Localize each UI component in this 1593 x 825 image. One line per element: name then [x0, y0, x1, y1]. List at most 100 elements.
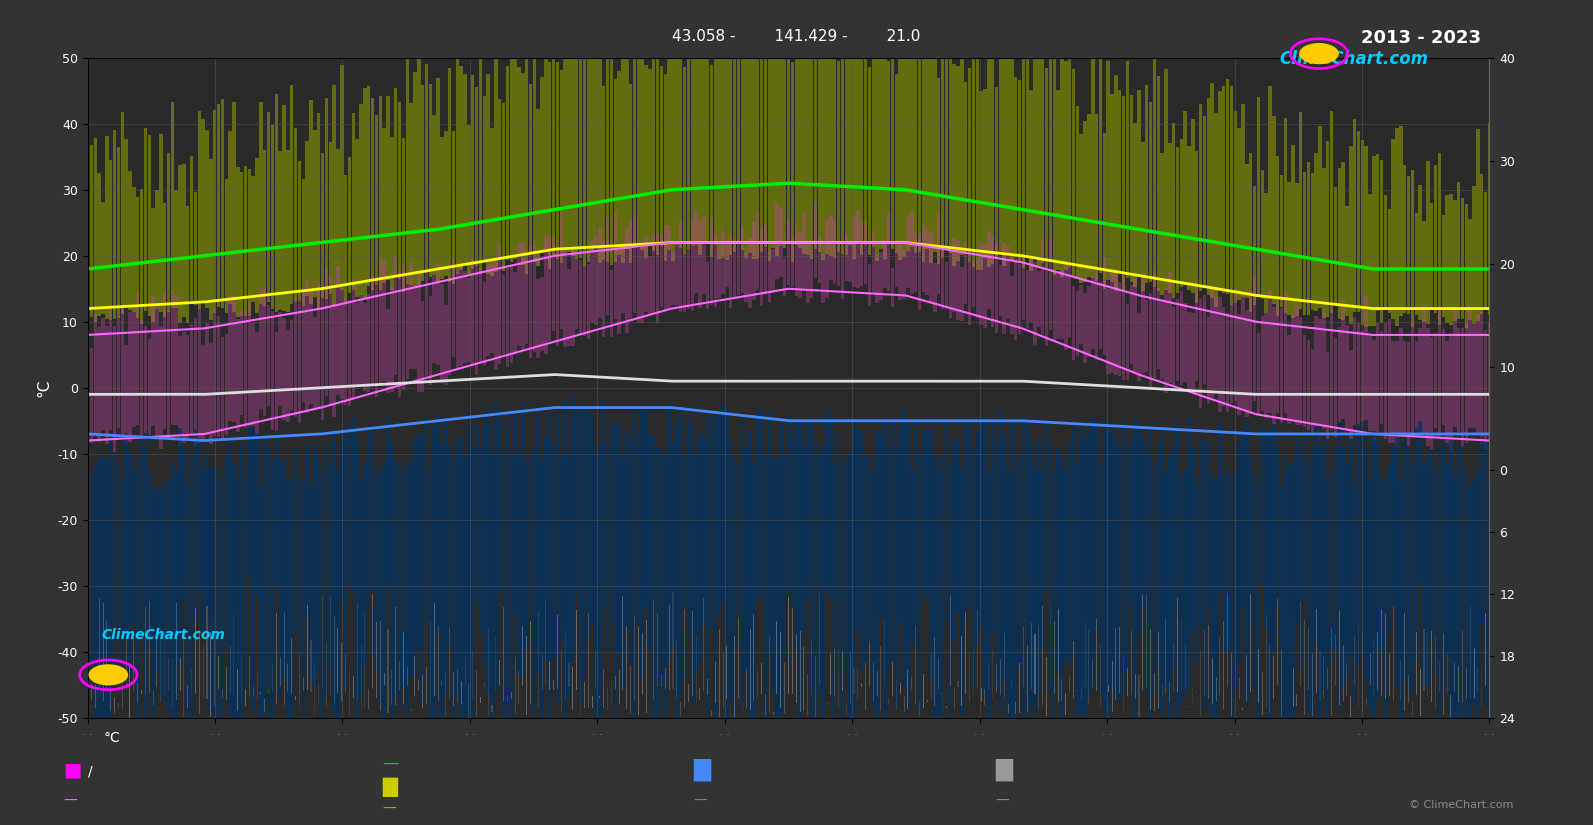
Bar: [1246, 164, 1249, 298]
Bar: [102, 202, 105, 314]
Bar: [413, 72, 417, 289]
Bar: [1211, 287, 1214, 398]
Bar: [236, 319, 239, 432]
Bar: [186, 485, 190, 761]
Bar: [722, 21, 725, 258]
Bar: [572, 249, 575, 346]
Bar: [1222, 307, 1225, 406]
Bar: [1376, 323, 1380, 431]
Bar: [1053, 474, 1056, 783]
Bar: [1015, 469, 1018, 751]
Bar: [317, 282, 320, 409]
Bar: [1153, 56, 1157, 287]
Bar: [529, 84, 532, 254]
Bar: [741, 228, 744, 293]
Bar: [1192, 119, 1195, 293]
Bar: [1021, 416, 1026, 725]
Bar: [236, 478, 239, 730]
Bar: [1480, 312, 1483, 446]
Bar: [475, 422, 478, 604]
Bar: [1110, 94, 1114, 282]
Bar: [1230, 304, 1233, 403]
Bar: [529, 457, 532, 643]
Bar: [809, 426, 814, 727]
Bar: [1007, 472, 1010, 757]
Bar: [244, 167, 247, 316]
Bar: [113, 326, 116, 452]
Bar: [918, 452, 921, 711]
Bar: [1129, 440, 1133, 604]
Bar: [969, 68, 972, 262]
Bar: [1141, 142, 1145, 291]
Bar: [644, 65, 648, 258]
Text: —: —: [382, 753, 398, 771]
Bar: [744, 0, 747, 257]
Bar: [621, 457, 624, 689]
Bar: [494, 402, 497, 691]
Bar: [1260, 316, 1263, 411]
Bar: [782, 455, 787, 656]
Bar: [178, 166, 182, 323]
Bar: [135, 197, 140, 318]
Bar: [914, 231, 918, 292]
Bar: [564, 401, 567, 743]
Bar: [333, 303, 336, 417]
Bar: [1257, 97, 1260, 297]
Bar: [1094, 424, 1098, 628]
Bar: [1284, 292, 1287, 412]
Bar: [429, 84, 432, 277]
Bar: [733, 457, 736, 771]
Bar: [648, 256, 652, 314]
Bar: [1395, 436, 1399, 686]
Bar: [736, 0, 741, 244]
Bar: [1211, 83, 1214, 298]
Bar: [629, 437, 632, 664]
Bar: [876, 430, 879, 727]
Bar: [366, 294, 371, 393]
Bar: [1341, 299, 1344, 419]
Bar: [317, 457, 320, 670]
Bar: [1029, 90, 1032, 271]
Bar: [910, 211, 913, 294]
Bar: [406, 56, 409, 284]
Bar: [1091, 276, 1094, 349]
Bar: [830, 216, 833, 280]
Bar: [586, 408, 589, 635]
Bar: [690, 426, 695, 705]
Bar: [879, 434, 883, 615]
Bar: [1311, 449, 1314, 747]
Bar: [398, 464, 401, 709]
Bar: [452, 131, 456, 284]
Bar: [413, 285, 417, 369]
Bar: [855, 210, 860, 288]
Bar: [1227, 78, 1230, 295]
Bar: [1303, 437, 1306, 600]
Bar: [529, 246, 532, 358]
Bar: [1010, 419, 1013, 744]
Bar: [521, 73, 524, 265]
Bar: [817, 451, 820, 692]
Bar: [618, 71, 621, 254]
Bar: [548, 238, 551, 341]
Bar: [1083, 293, 1086, 363]
Bar: [664, 457, 667, 729]
Bar: [722, 231, 725, 295]
Bar: [895, 240, 898, 287]
Bar: [1203, 116, 1206, 287]
Bar: [1219, 297, 1222, 412]
Bar: [205, 323, 209, 435]
Bar: [782, 258, 787, 296]
Bar: [591, 414, 594, 625]
Bar: [1195, 151, 1198, 304]
Bar: [749, 238, 752, 309]
Bar: [379, 96, 382, 290]
Bar: [863, 48, 867, 246]
Bar: [352, 280, 355, 399]
Bar: [833, 220, 836, 284]
Bar: [537, 280, 540, 357]
Bar: [929, 54, 933, 262]
Bar: [988, 231, 991, 309]
Bar: [328, 142, 331, 295]
Bar: [1480, 436, 1483, 626]
Bar: [1233, 111, 1238, 303]
